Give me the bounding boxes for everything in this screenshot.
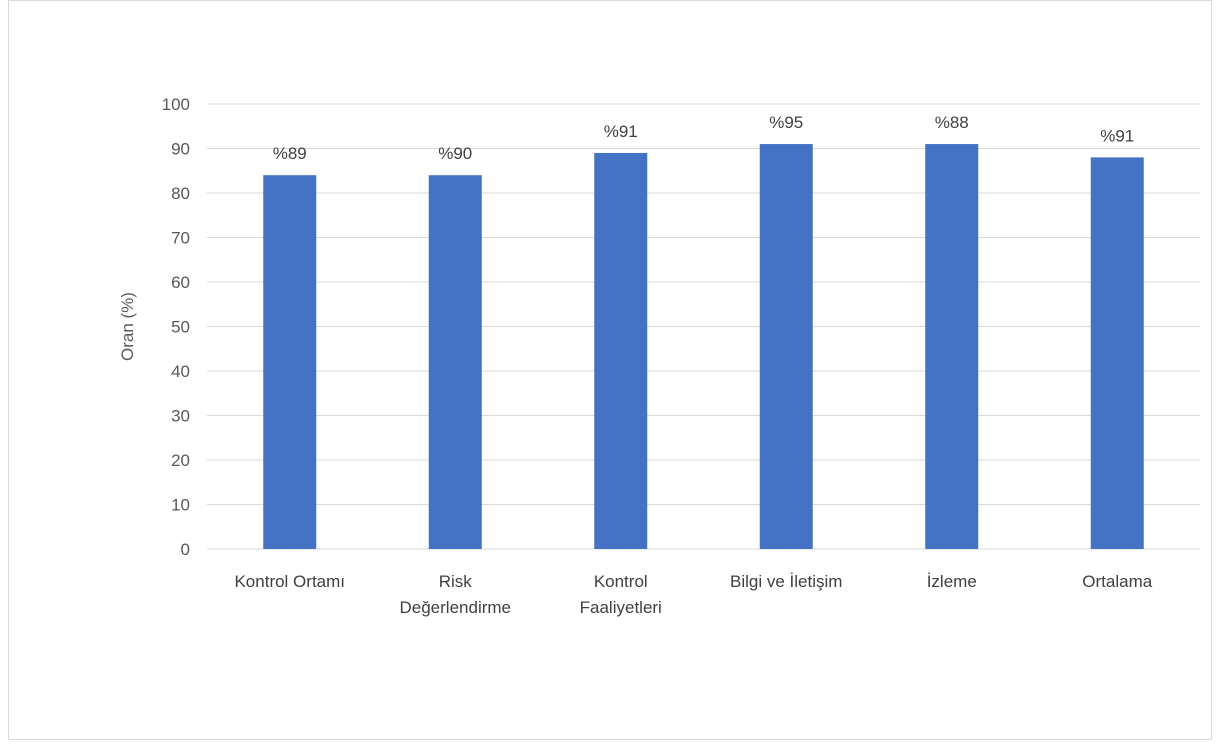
data-label: %89 — [273, 144, 307, 163]
x-category-label: Risk — [439, 572, 473, 591]
data-label: %91 — [604, 122, 638, 141]
bars — [263, 144, 1144, 550]
x-category-label: Bilgi ve İletişim — [730, 572, 842, 591]
data-labels: %89 %90 %91 %95 %88 %91 — [273, 113, 1135, 163]
y-tick-label: 70 — [171, 229, 190, 248]
bar — [1090, 157, 1144, 549]
bar — [594, 152, 648, 549]
data-label: %95 — [769, 113, 803, 132]
x-category-label: İzleme — [927, 572, 977, 591]
y-tick-label: 50 — [171, 318, 190, 337]
data-label: %88 — [935, 113, 969, 132]
x-axis-categories: Kontrol Ortamı Risk Değerlendirme Kontrol Fa… — [234, 572, 1152, 617]
y-axis-title: Oran (%) — [118, 292, 137, 361]
y-tick-label: 80 — [171, 184, 190, 203]
y-tick-label: 0 — [181, 540, 190, 559]
y-tick-label: 40 — [171, 362, 190, 381]
bar — [428, 175, 482, 549]
data-label: %90 — [438, 144, 472, 163]
bar — [759, 144, 813, 550]
y-tick-label: 30 — [171, 407, 190, 426]
bar — [925, 144, 979, 550]
bar — [263, 175, 317, 549]
y-tick-label: 100 — [162, 95, 190, 114]
data-label: %91 — [1100, 126, 1134, 145]
x-category-label: Ortalama — [1082, 572, 1152, 591]
y-tick-label: 90 — [171, 140, 190, 159]
x-category-label: Kontrol — [594, 572, 648, 591]
x-category-label: Kontrol Ortamı — [234, 572, 345, 591]
y-tick-label: 60 — [171, 273, 190, 292]
x-category-label: Değerlendirme — [400, 598, 512, 617]
x-category-label: Faaliyetleri — [580, 598, 662, 617]
y-tick-label: 10 — [171, 496, 190, 515]
y-axis-ticks: 0 10 20 30 40 50 60 70 80 90 100 — [162, 95, 190, 559]
gridlines — [207, 103, 1200, 550]
y-tick-label: 20 — [171, 451, 190, 470]
